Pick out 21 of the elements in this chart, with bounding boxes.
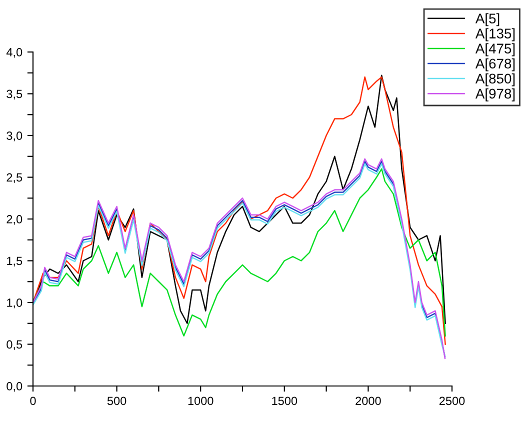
x-tick-label: 1000 [188,396,214,406]
legend-label: A[135] [475,28,515,42]
legend-label: A[475] [475,43,515,56]
x-tick-label: 2500 [439,396,465,406]
legend-label: A[850] [475,73,515,86]
y-tick-label: 3,0 [6,132,22,142]
y-tick-label: 2,0 [6,215,22,225]
legend-label: A[678] [475,58,515,72]
x-tick-label: 2000 [356,396,381,406]
legend-label: A[978] [475,88,515,102]
x-tick-label: 500 [107,396,126,406]
y-tick-label: 1,5 [7,256,22,267]
x-tick-label: 0 [30,396,36,406]
y-tick-label: 0,5 [6,340,22,350]
y-tick-label: 3,5 [6,90,22,100]
y-tick-label: 4,0 [6,48,22,58]
legend-label: A[5] [475,13,500,26]
y-tick-label: 0,0 [6,382,22,392]
y-tick-label: 2,5 [6,173,22,184]
y-tick-label: 1,0 [7,298,22,308]
x-tick-label: 1500 [272,396,298,406]
